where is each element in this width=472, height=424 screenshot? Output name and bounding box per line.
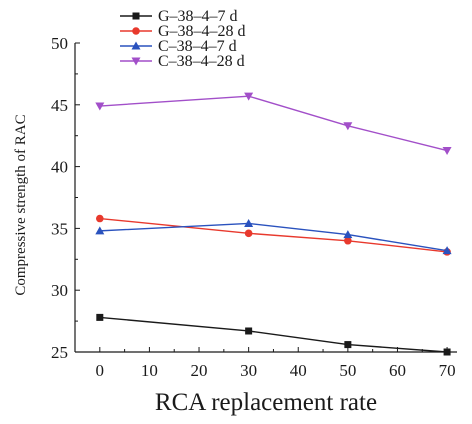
x-tick-label: 0 — [96, 361, 105, 380]
data-point — [343, 230, 353, 239]
legend-item: G–38–4–7 d — [120, 8, 238, 25]
y-tick-label: 35 — [51, 219, 68, 238]
legend-item: C–38–4–7 d — [120, 38, 237, 55]
series-3 — [95, 92, 452, 156]
x-tick-label: 30 — [240, 361, 257, 380]
x-tick-label: 20 — [191, 361, 208, 380]
series-2 — [95, 218, 452, 255]
y-tick-label: 25 — [51, 343, 68, 362]
series-line — [99, 316, 448, 353]
legend-marker — [131, 57, 141, 66]
data-point — [344, 341, 352, 349]
y-axis-label: Compressive strength of RAC — [13, 114, 29, 295]
legend-marker — [132, 12, 140, 20]
plot-area: 0 10 20 30 40 50 60 70 25 30 35 40 45 50 — [51, 34, 457, 380]
y-tick-label: 40 — [51, 158, 68, 177]
legend-item: C–38–4–28 d — [120, 53, 245, 70]
series-line — [99, 217, 448, 253]
x-tick-label: 60 — [389, 361, 406, 380]
data-point — [96, 313, 104, 321]
x-tick-label: 10 — [141, 361, 158, 380]
series-line — [99, 222, 448, 252]
y-tick-label: 30 — [51, 281, 68, 300]
x-tick-label: 50 — [339, 361, 356, 380]
x-tick-label: 40 — [290, 361, 307, 380]
legend: G–38–4–7 dG–38–4–28 dC–38–4–7 dC–38–4–28… — [120, 8, 246, 70]
data-point — [442, 147, 452, 156]
series-0 — [96, 313, 451, 356]
data-point — [95, 102, 105, 111]
legend-marker — [131, 41, 141, 50]
data-point — [244, 92, 254, 101]
data-point — [245, 327, 253, 335]
data-point — [443, 348, 451, 356]
data-point — [244, 218, 254, 227]
data-point — [96, 214, 104, 223]
data-point — [442, 246, 452, 255]
data-point — [344, 236, 352, 245]
x-tick-label: 70 — [439, 361, 456, 380]
legend-marker — [132, 27, 140, 35]
legend-label: C–38–4–7 d — [158, 38, 237, 55]
y-tick-label: 45 — [51, 96, 68, 115]
data-point — [343, 122, 353, 131]
data-point — [244, 229, 253, 238]
series-line — [99, 95, 448, 152]
legend-label: G–38–4–7 d — [158, 8, 238, 25]
legend-item: G–38–4–28 d — [120, 23, 246, 40]
legend-label: G–38–4–28 d — [158, 23, 246, 40]
series-1 — [96, 214, 451, 256]
legend-label: C–38–4–28 d — [158, 53, 245, 70]
data-point — [95, 226, 105, 235]
y-tick-label: 50 — [51, 34, 68, 53]
x-axis-label: RCA replacement rate — [155, 389, 377, 416]
